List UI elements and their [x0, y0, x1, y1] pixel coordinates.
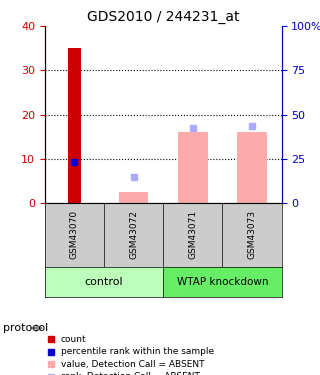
Text: GSM43072: GSM43072	[129, 210, 138, 260]
Text: value, Detection Call = ABSENT: value, Detection Call = ABSENT	[61, 360, 204, 369]
Text: control: control	[85, 277, 123, 287]
Text: GSM43073: GSM43073	[247, 210, 257, 260]
Text: GSM43070: GSM43070	[70, 210, 79, 260]
Bar	[178, 132, 208, 203]
Bar	[163, 267, 282, 297]
Text: WTAP knockdown: WTAP knockdown	[177, 277, 268, 287]
Bar	[68, 48, 81, 203]
Text: rank, Detection Call = ABSENT: rank, Detection Call = ABSENT	[61, 372, 200, 375]
Bar	[237, 132, 267, 203]
Text: protocol: protocol	[3, 323, 48, 333]
Text: percentile rank within the sample: percentile rank within the sample	[61, 347, 214, 356]
Bar	[119, 192, 148, 203]
Bar	[45, 267, 163, 297]
Text: count: count	[61, 335, 86, 344]
Text: GSM43071: GSM43071	[188, 210, 197, 260]
Title: GDS2010 / 244231_at: GDS2010 / 244231_at	[87, 10, 239, 24]
